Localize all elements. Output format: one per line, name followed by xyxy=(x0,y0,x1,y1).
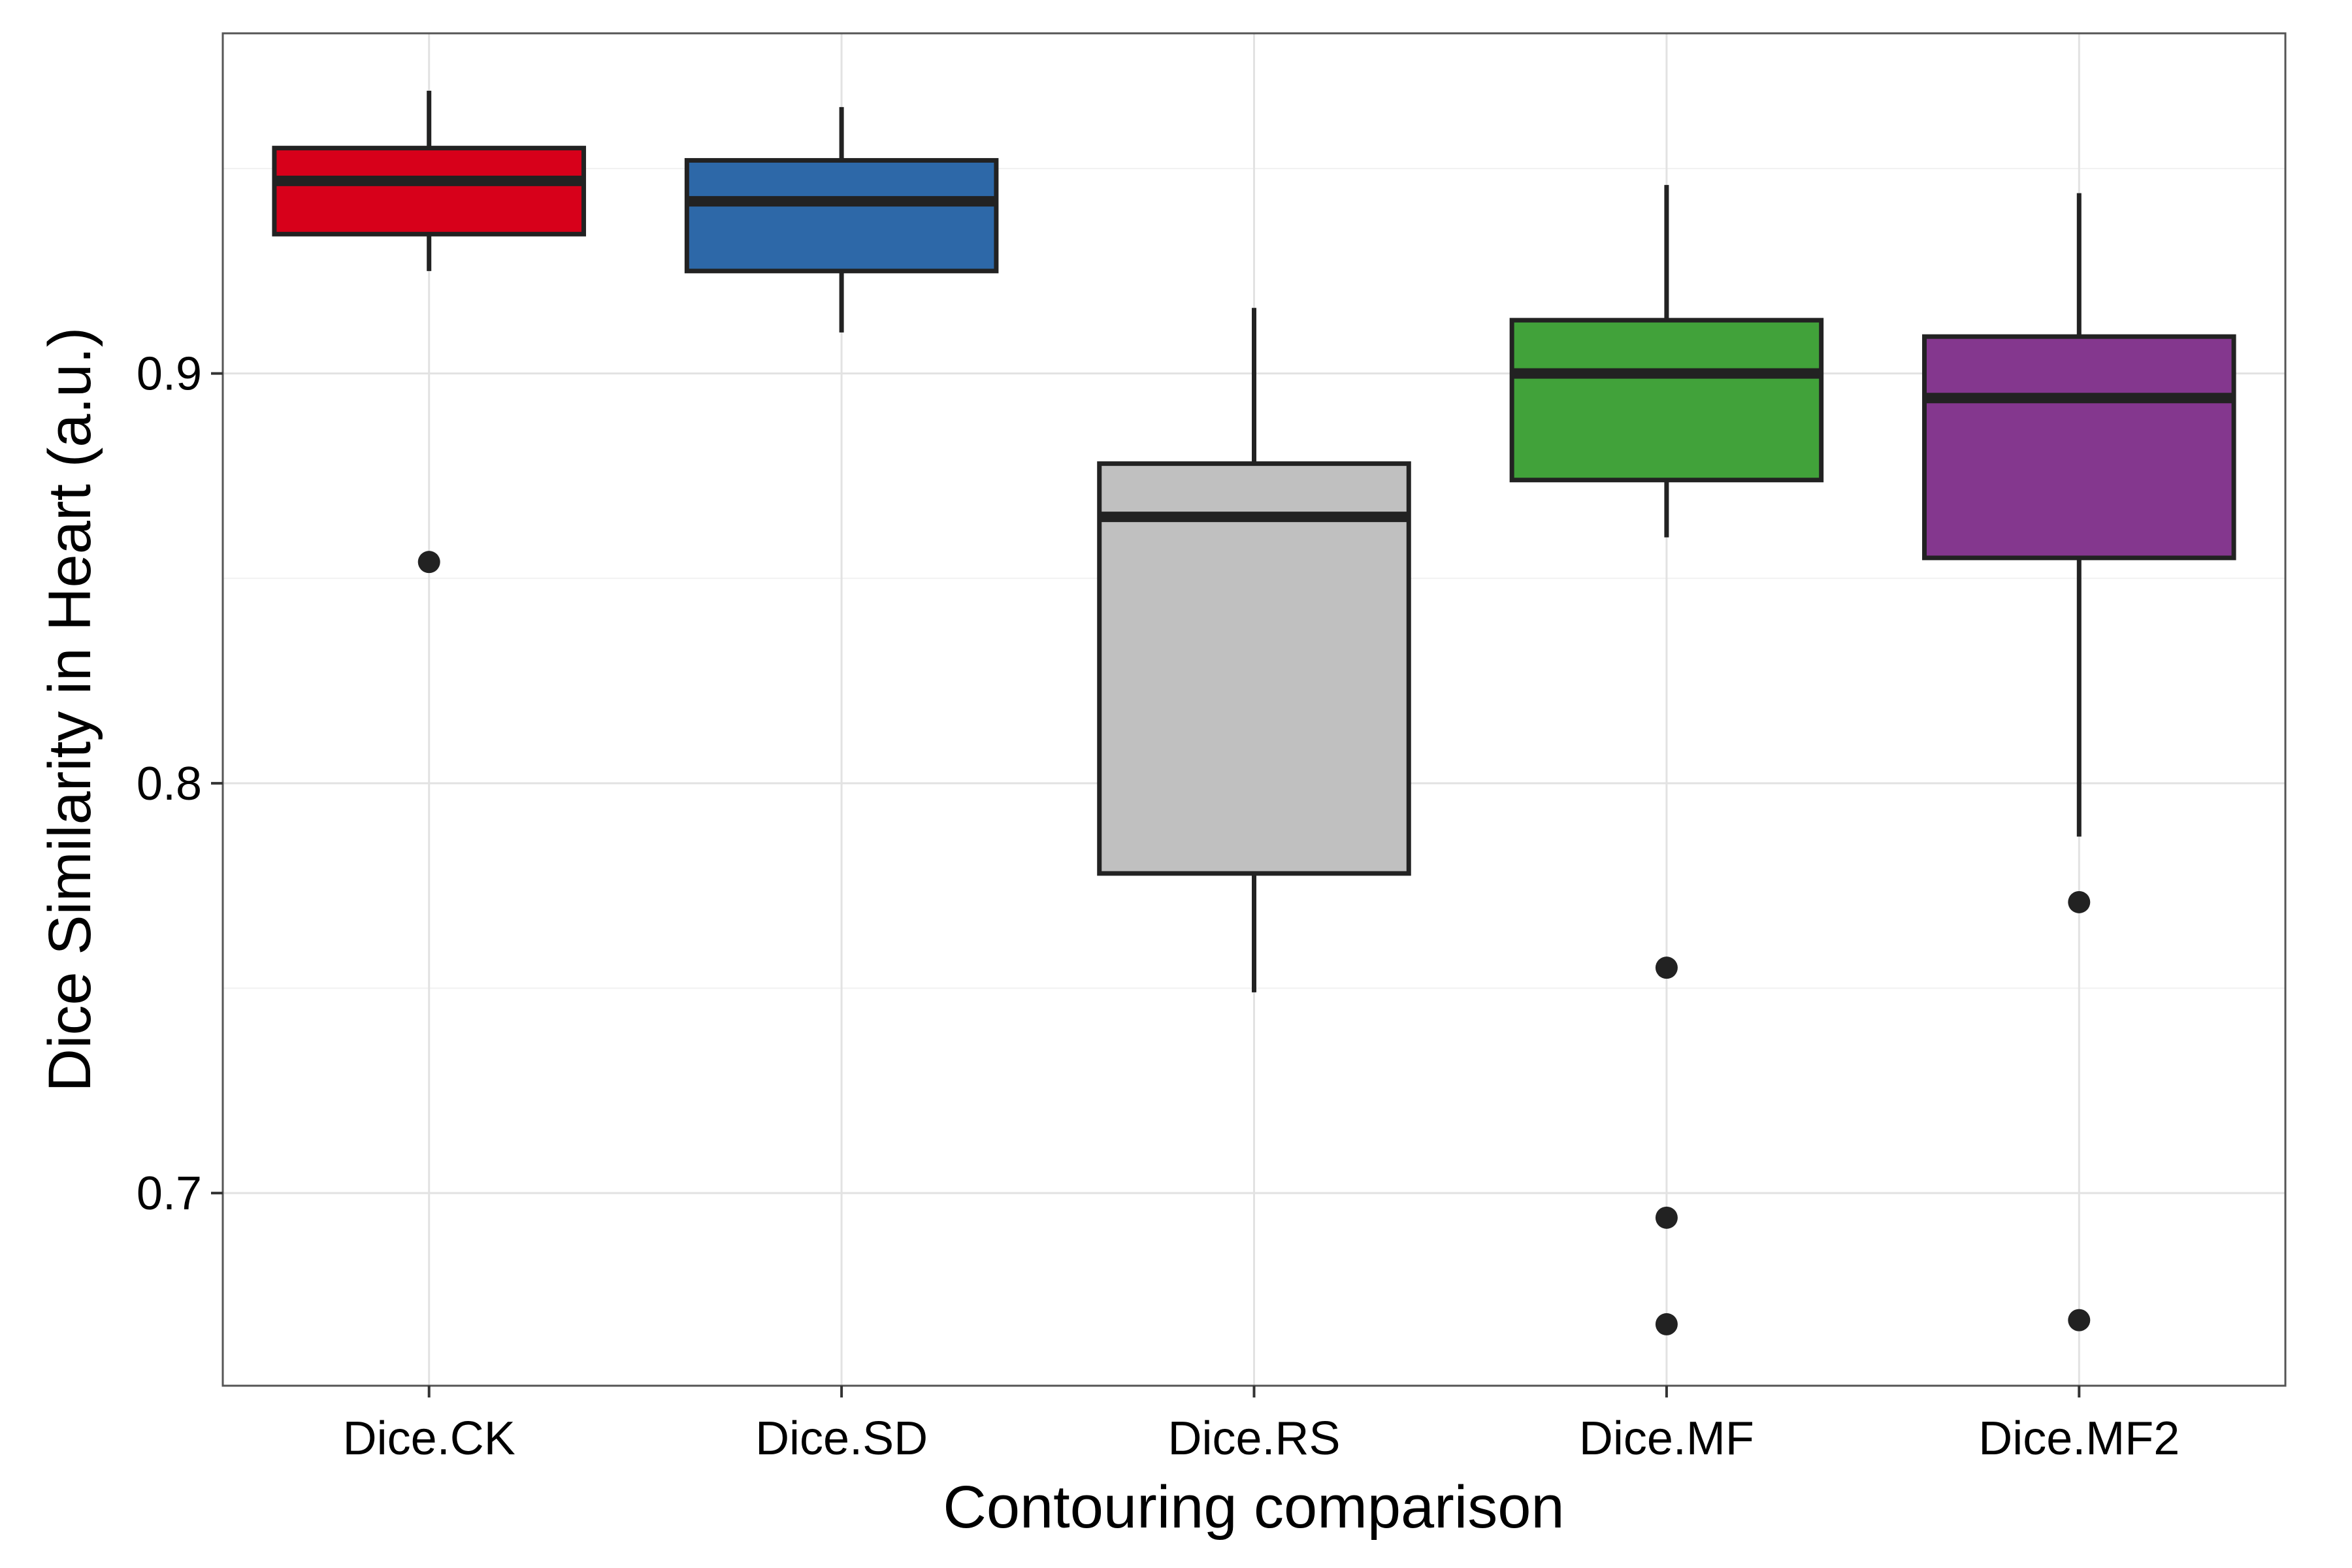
boxplot-series xyxy=(272,90,2236,1335)
box-iqr xyxy=(1097,461,1411,876)
x-tick-label: Dice.CK xyxy=(343,1413,515,1465)
y-tick-label: 0.9 xyxy=(137,348,202,400)
x-tick-label: Dice.RS xyxy=(1168,1413,1340,1465)
y-axis: 0.7 0.8 0.9 xyxy=(137,348,223,1220)
x-axis-title: Contouring comparison xyxy=(943,1474,1564,1541)
outlier-point xyxy=(417,551,440,574)
box-iqr xyxy=(684,157,999,274)
outlier-point xyxy=(2068,1309,2091,1331)
x-axis: Dice.CK Dice.SD Dice.RS Dice.MF Dice.MF2 xyxy=(343,1386,2180,1465)
box-dice-mf xyxy=(1509,185,1824,1335)
x-tick-label: Dice.MF2 xyxy=(1978,1413,2180,1465)
box-dice-sd xyxy=(684,106,999,333)
x-tick-label: Dice.MF xyxy=(1579,1413,1754,1465)
box-dice-rs xyxy=(1097,308,1411,992)
box-dice-ck xyxy=(272,90,586,574)
outlier-point xyxy=(1655,1206,1678,1229)
box-iqr xyxy=(272,146,586,237)
y-axis-title: Dice Similarity in Heart (a.u.) xyxy=(37,327,103,1092)
outlier-point xyxy=(1655,956,1678,979)
box-iqr xyxy=(1509,318,1824,483)
outlier-point xyxy=(2068,890,2091,913)
y-tick-label: 0.7 xyxy=(137,1168,202,1220)
box-iqr xyxy=(1922,334,2236,561)
outlier-point xyxy=(1655,1313,1678,1335)
box-dice-mf2 xyxy=(1922,193,2236,1331)
x-tick-label: Dice.SD xyxy=(755,1413,928,1465)
y-tick-label: 0.8 xyxy=(137,758,202,810)
